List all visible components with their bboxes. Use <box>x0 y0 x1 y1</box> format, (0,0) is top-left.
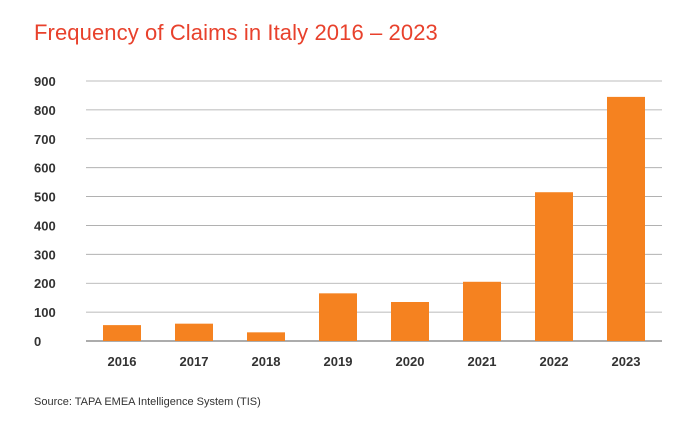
source-note: Source: TAPA EMEA Intelligence System (T… <box>34 396 261 408</box>
bar-2017 <box>175 323 213 341</box>
x-tick-label: 2019 <box>324 354 353 369</box>
bar-2019 <box>319 293 357 341</box>
gridlines <box>86 80 662 342</box>
x-tick-label: 2022 <box>540 354 569 369</box>
bar-2021 <box>463 281 501 341</box>
bar-2020 <box>391 302 429 341</box>
y-tick-label: 800 <box>34 103 56 118</box>
x-tick-label: 2023 <box>612 354 641 369</box>
y-tick-label: 700 <box>34 132 56 147</box>
y-tick-label: 0 <box>34 334 41 349</box>
chart-title: Frequency of Claims in Italy 2016 – 2023 <box>34 20 438 45</box>
y-axis-ticks: 0 100 200 300 400 500 600 700 800 900 <box>34 74 56 349</box>
y-tick-label: 500 <box>34 190 56 205</box>
bar-2016 <box>103 325 141 341</box>
x-tick-label: 2020 <box>396 354 425 369</box>
bars <box>103 96 645 341</box>
y-tick-label: 400 <box>34 218 56 233</box>
bar-2022 <box>535 192 573 341</box>
bar-2018 <box>247 332 285 341</box>
x-tick-label: 2016 <box>108 354 137 369</box>
y-tick-label: 100 <box>34 305 56 320</box>
bar-2023 <box>607 96 645 341</box>
y-tick-label: 900 <box>34 74 56 89</box>
x-tick-label: 2017 <box>180 354 209 369</box>
y-tick-label: 200 <box>34 276 56 291</box>
x-tick-label: 2021 <box>468 354 497 369</box>
x-tick-label: 2018 <box>252 354 281 369</box>
y-tick-label: 600 <box>34 161 56 176</box>
y-tick-label: 300 <box>34 247 56 262</box>
x-axis-ticks: 2016 2017 2018 2019 2020 2021 2022 2023 <box>108 354 641 369</box>
